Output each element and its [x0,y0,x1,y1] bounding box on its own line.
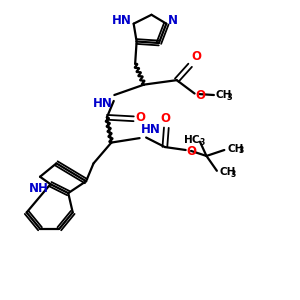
Text: O: O [196,88,206,101]
Text: CH: CH [215,90,232,100]
Text: H: H [184,136,193,146]
Text: HN: HN [93,98,113,110]
Text: O: O [187,145,196,158]
Text: N: N [168,14,178,27]
Text: O: O [135,111,145,124]
Text: O: O [192,50,202,63]
Text: 3: 3 [200,138,205,147]
Text: O: O [161,112,171,125]
Text: HN: HN [111,14,131,27]
Text: CH: CH [227,143,244,154]
Text: 3: 3 [231,170,236,179]
Text: NH: NH [28,182,49,195]
Text: HN: HN [141,123,161,136]
Text: C: C [191,136,199,146]
Text: CH: CH [220,167,236,177]
Text: 3: 3 [238,146,244,155]
Text: 3: 3 [226,93,232,102]
